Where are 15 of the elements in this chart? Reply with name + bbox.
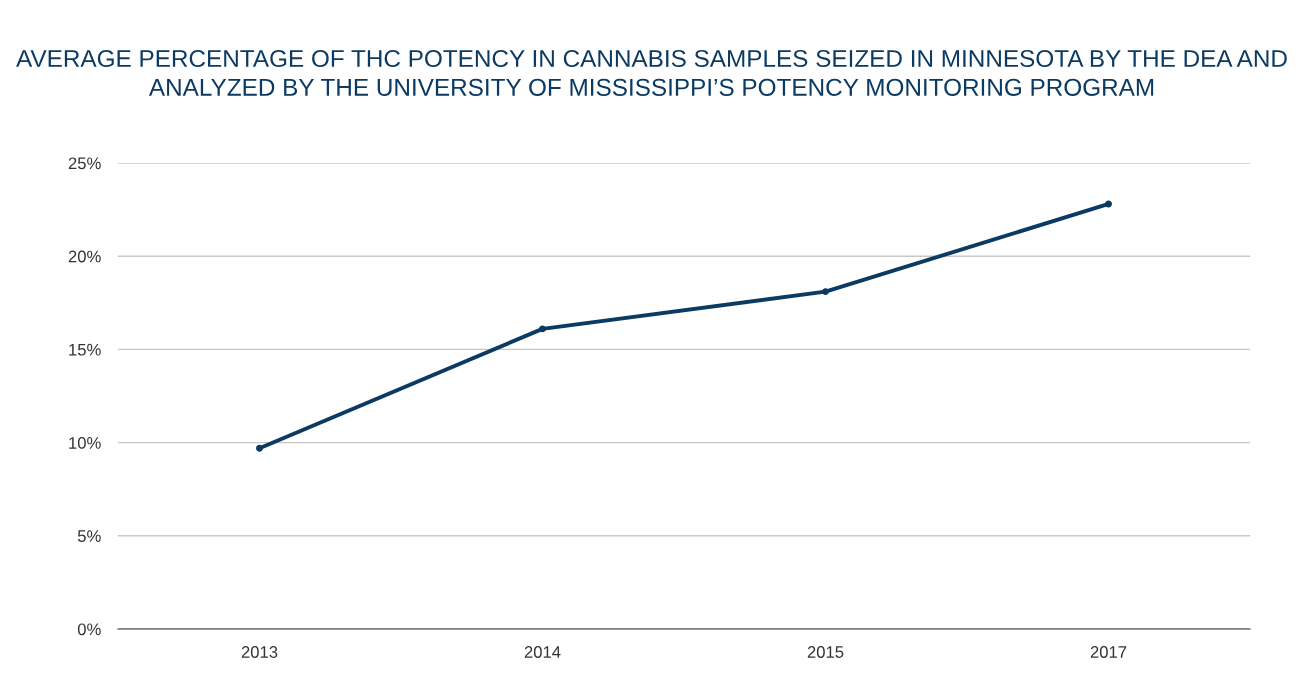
point: [1105, 200, 1112, 208]
y-tick-label: 15%: [69, 343, 101, 356]
y-tick-label: 5%: [77, 530, 101, 542]
x-tick-label: 2015: [807, 646, 844, 658]
y-tick-label: 10%: [69, 437, 101, 449]
point: [539, 325, 546, 333]
point: [256, 444, 263, 452]
x-tick-label: 2017: [1090, 646, 1127, 658]
y-tick-label: 0%: [77, 623, 101, 636]
x-tick-label: 2013: [241, 646, 278, 658]
x-tick-label: 2014: [524, 646, 561, 658]
y-tick-label: 20%: [68, 250, 101, 263]
chart-title: AVERAGE PERCENTAGE OF THC POTENCY IN CANNABIS SAMPLES SEIZED IN MINNESOTA BY THE DEA AND ANALYZED BY THE UNIVERSITY OF MISSISSIPPI’S POTENCY MONITORING PROGRAM: [16, 49, 1287, 96]
y-tick-label: 25%: [68, 157, 101, 170]
point: [822, 288, 829, 296]
